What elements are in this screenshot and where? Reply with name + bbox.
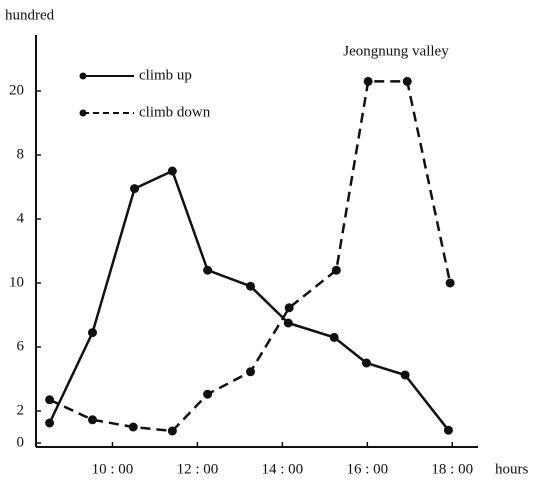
legend-marker	[79, 109, 87, 117]
y-tick-label: 8	[17, 146, 25, 162]
x-tick-label: 10 : 00	[92, 461, 134, 477]
data-point	[128, 422, 138, 432]
y-tick-label: 6	[17, 338, 25, 354]
y-tick-label: 0	[17, 434, 25, 450]
data-point	[443, 425, 453, 435]
data-point	[283, 318, 293, 328]
data-point	[87, 328, 97, 338]
legend-label: climb down	[139, 104, 211, 120]
data-point	[87, 415, 97, 425]
data-point	[130, 184, 140, 194]
x-tick-label: 12 : 00	[177, 461, 219, 477]
x-tick-label: 14 : 00	[262, 461, 304, 477]
data-point	[363, 76, 373, 86]
data-point	[45, 395, 55, 405]
data-point	[361, 358, 371, 368]
data-point	[284, 303, 294, 313]
series-line	[49, 80, 452, 433]
data-point	[45, 418, 55, 428]
series-line	[48, 169, 450, 431]
data-point	[329, 332, 339, 342]
data-point	[445, 278, 455, 288]
y-tick-label: 2	[17, 402, 25, 418]
data-point	[203, 265, 213, 275]
y-tick-label: 10	[9, 274, 24, 290]
data-point	[203, 389, 213, 399]
y-axis-label: hundred	[5, 7, 55, 23]
y-tick-label: 20	[9, 82, 24, 98]
data-point	[167, 426, 177, 436]
x-tick-label: 16 : 00	[346, 461, 388, 477]
y-tick-label: 4	[17, 210, 25, 226]
data-point	[400, 370, 410, 380]
data-point	[402, 76, 412, 86]
chart-title: Jeongnung valley	[343, 43, 449, 59]
x-tick-label: 18 : 00	[431, 461, 473, 477]
x-axis-label: hours	[495, 461, 528, 477]
data-point	[167, 166, 177, 176]
data-point	[246, 281, 256, 291]
data-point	[246, 367, 256, 377]
legend-marker	[79, 72, 87, 80]
data-point	[331, 265, 341, 275]
legend-label: climb up	[139, 67, 192, 83]
